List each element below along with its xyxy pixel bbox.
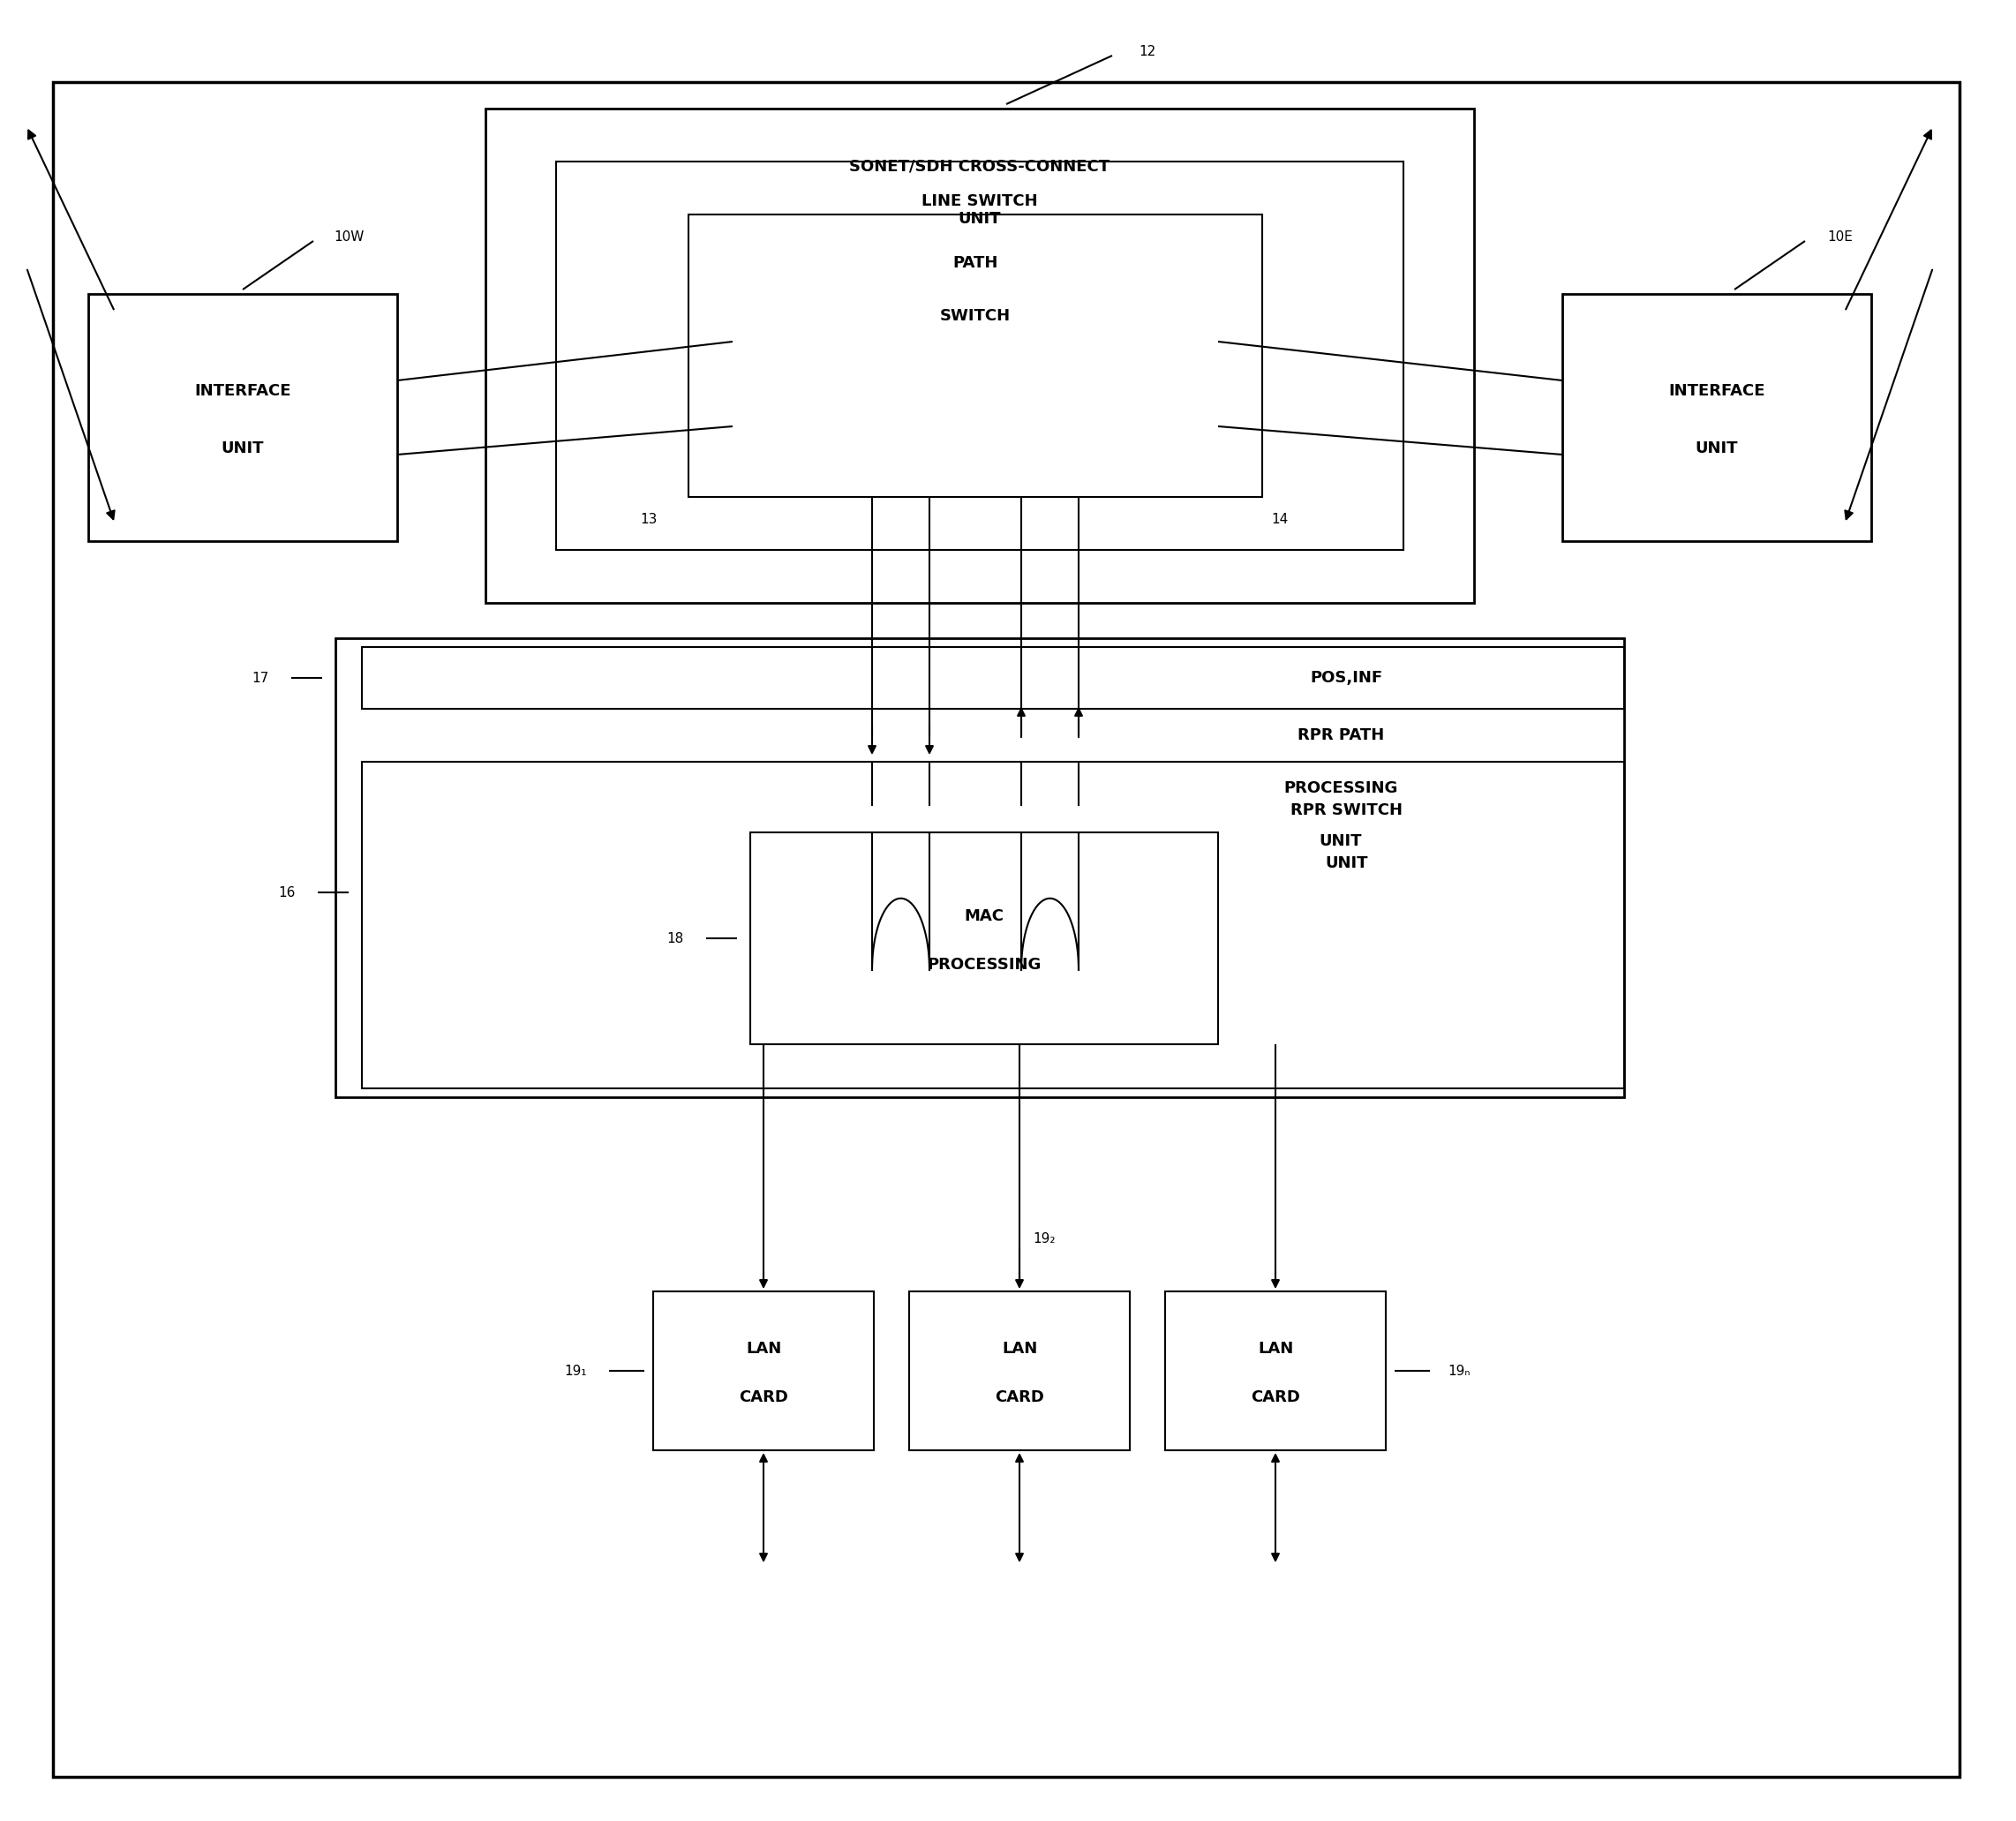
Text: MAC: MAC (964, 909, 1004, 925)
Text: PROCESSING: PROCESSING (1284, 781, 1397, 796)
Text: SONET/SDH CROSS-CONNECT: SONET/SDH CROSS-CONNECT (849, 158, 1111, 173)
Bar (363, 761, 1625, 1089)
Text: LAN: LAN (746, 1340, 782, 1357)
Text: RPR PATH: RPR PATH (1296, 727, 1383, 743)
Bar (909, 1291, 1129, 1450)
Text: 17: 17 (252, 672, 270, 685)
Text: PATH: PATH (954, 255, 998, 271)
Text: UNIT: UNIT (1325, 856, 1367, 870)
Text: SWITCH: SWITCH (939, 308, 1010, 324)
Bar (363, 646, 1625, 708)
Text: UNIT: UNIT (958, 211, 1002, 228)
Text: LAN: LAN (1002, 1340, 1038, 1357)
Text: LAN: LAN (1258, 1340, 1292, 1357)
Text: 19ₙ: 19ₙ (1447, 1364, 1470, 1377)
Text: LINE SWITCH: LINE SWITCH (921, 193, 1038, 209)
Text: UNIT: UNIT (1318, 834, 1363, 849)
Bar (486, 109, 1474, 603)
Bar (750, 832, 1218, 1043)
Text: 19₂: 19₂ (1032, 1231, 1054, 1246)
Text: 10E: 10E (1829, 229, 1853, 244)
Text: PROCESSING: PROCESSING (927, 956, 1042, 972)
Text: 19₁: 19₁ (564, 1364, 587, 1377)
Text: POS,INF: POS,INF (1310, 670, 1383, 687)
Text: RPR SWITCH: RPR SWITCH (1290, 803, 1403, 818)
Text: 12: 12 (1139, 44, 1155, 58)
Text: 18: 18 (667, 932, 683, 945)
Bar (653, 1291, 873, 1450)
Text: INTERFACE: INTERFACE (194, 382, 290, 399)
Bar (1165, 1291, 1385, 1450)
Text: 14: 14 (1270, 512, 1288, 526)
Text: UNIT: UNIT (222, 441, 264, 457)
Text: 16: 16 (278, 885, 296, 900)
Text: INTERFACE: INTERFACE (1669, 382, 1766, 399)
Text: 13: 13 (641, 512, 657, 526)
Text: 10W: 10W (333, 229, 363, 244)
Bar (556, 162, 1403, 550)
Text: CARD: CARD (738, 1389, 788, 1406)
Bar (689, 215, 1262, 497)
Text: CARD: CARD (994, 1389, 1044, 1406)
Bar (335, 637, 1625, 1098)
Bar (1562, 293, 1871, 541)
Text: CARD: CARD (1250, 1389, 1300, 1406)
Text: UNIT: UNIT (1695, 441, 1738, 457)
Bar (89, 293, 397, 541)
